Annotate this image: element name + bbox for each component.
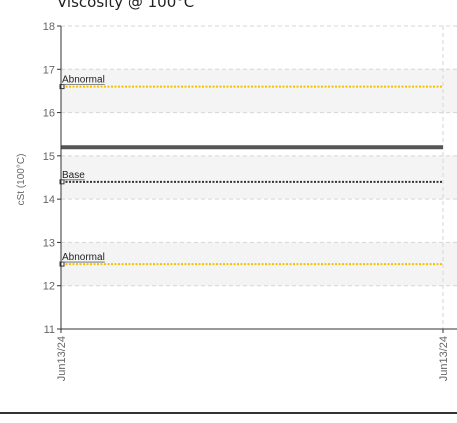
reference-lines: Abnormal Base Abnormal — [59, 75, 443, 267]
y-tick-label: 11 — [44, 324, 55, 336]
axes — [57, 25, 457, 333]
reference-label: Base — [62, 170, 85, 181]
x-tick-label: Jun13/24 — [438, 336, 450, 381]
background-band — [61, 155, 457, 200]
y-tick-label: 17 — [43, 64, 55, 76]
y-tick-label: 15 — [43, 151, 55, 163]
y-tick-label: 12 — [43, 281, 55, 293]
y-tick-label: 13 — [43, 237, 55, 249]
bottom-divider — [0, 412, 457, 414]
x-tick-label: Jun13/24 — [56, 336, 68, 381]
background-band — [61, 69, 457, 113]
chart-title: Viscosity @ 100°C — [57, 0, 195, 11]
y-axis-title: cSt (100°C) — [16, 154, 27, 206]
reference-label: Abnormal — [62, 252, 105, 263]
y-tick-label: 14 — [43, 194, 55, 206]
y-tick-label: 16 — [43, 108, 55, 120]
background-bands — [61, 69, 457, 286]
reference-label: Abnormal — [62, 75, 105, 86]
y-tick-label: 18 — [43, 21, 55, 33]
tick-labels: 11 12 13 14 15 16 17 18 Jun13/24 Jun13/24 cSt (100… — [16, 21, 450, 381]
gridlines — [60, 25, 457, 329]
